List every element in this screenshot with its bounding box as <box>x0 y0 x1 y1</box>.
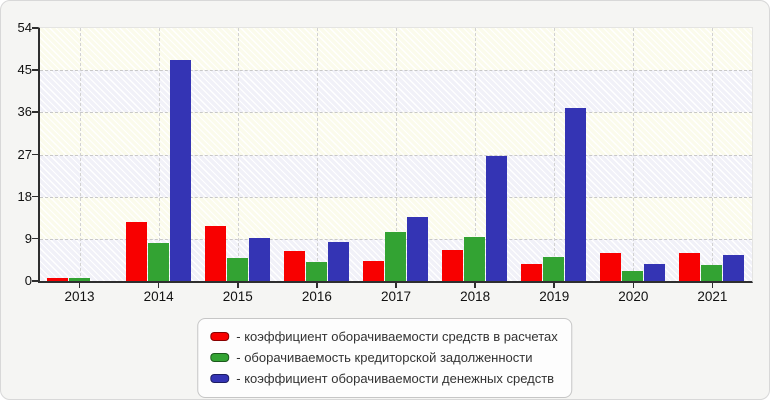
bar <box>622 270 644 281</box>
bar <box>363 260 384 281</box>
bar <box>305 261 327 281</box>
legend-item: - коэффициент оборачиваемости средств в … <box>210 326 558 347</box>
y-axis-label: 9 <box>24 230 32 246</box>
bar <box>169 59 191 281</box>
bar <box>125 222 147 281</box>
x-tick <box>632 283 635 288</box>
x-tick <box>157 283 160 288</box>
x-tick <box>711 283 714 288</box>
x-axis-label: 2017 <box>380 289 412 304</box>
bar <box>644 263 666 281</box>
x-axis-label: 2020 <box>618 289 649 304</box>
bar <box>464 236 486 281</box>
bar <box>283 250 305 281</box>
bar <box>565 107 587 281</box>
bar <box>46 278 68 281</box>
bar <box>679 253 701 281</box>
x-axis-label: 2014 <box>143 289 174 304</box>
x-axis-label: 2013 <box>64 289 95 304</box>
y-axis-label: 45 <box>17 62 32 78</box>
legend: - коэффициент оборачиваемости средств в … <box>197 318 573 398</box>
bar <box>226 257 248 281</box>
plot-area <box>38 27 753 283</box>
bar <box>543 257 565 281</box>
legend-item: - оборачиваемость кредиторской задолженн… <box>210 347 557 368</box>
bar <box>147 243 169 281</box>
x-axis-label: 2018 <box>460 289 491 304</box>
bar <box>600 252 622 281</box>
v-gridline <box>316 28 318 281</box>
bar <box>204 225 226 281</box>
y-tick <box>32 27 38 29</box>
bar <box>327 241 349 281</box>
v-gridline <box>396 28 397 281</box>
y-tick <box>32 195 38 198</box>
bar <box>248 238 270 281</box>
x-tick <box>395 283 397 288</box>
x-axis-label: 2015 <box>222 289 253 304</box>
y-axis-label: 36 <box>17 104 32 120</box>
y-tick <box>32 111 38 113</box>
bar <box>68 278 90 281</box>
bar <box>486 155 508 281</box>
x-tick <box>78 283 81 288</box>
legend-label: - коэффициент оборачиваемости денежных с… <box>236 371 555 386</box>
legend-label: - коэффициент оборачиваемости средств в … <box>236 329 558 344</box>
x-axis-label: 2019 <box>539 289 570 304</box>
legend-label: - оборачиваемость кредиторской задолженн… <box>236 350 533 365</box>
v-gridline <box>79 28 81 281</box>
y-axis-label: 54 <box>17 20 32 35</box>
bar <box>407 216 428 281</box>
bar <box>701 264 723 281</box>
y-axis-label: 18 <box>17 188 32 204</box>
bar <box>521 263 543 281</box>
y-tick <box>32 153 38 155</box>
x-tick <box>474 283 476 288</box>
y-axis-label: 27 <box>17 146 32 162</box>
x-tick <box>553 283 555 288</box>
legend-swatch-green <box>210 353 230 362</box>
bar <box>442 250 464 281</box>
x-tick <box>237 283 239 288</box>
v-gridline <box>712 28 714 281</box>
y-tick <box>32 69 38 71</box>
y-axis-label: 0 <box>24 273 32 288</box>
y-tick <box>32 280 38 282</box>
v-gridline <box>554 28 556 281</box>
legend-swatch-blue <box>210 374 230 383</box>
bar <box>385 231 406 281</box>
bar <box>723 254 745 281</box>
v-gridline <box>475 28 477 281</box>
x-axis-label: 2021 <box>697 289 728 304</box>
v-gridline <box>633 28 635 281</box>
v-gridline <box>158 28 160 281</box>
y-tick <box>32 237 38 240</box>
x-axis-label: 2016 <box>301 289 332 304</box>
v-gridline <box>237 28 239 281</box>
x-tick <box>316 283 318 288</box>
legend-swatch-red <box>210 332 230 341</box>
legend-item: - коэффициент оборачиваемости денежных с… <box>210 368 557 389</box>
